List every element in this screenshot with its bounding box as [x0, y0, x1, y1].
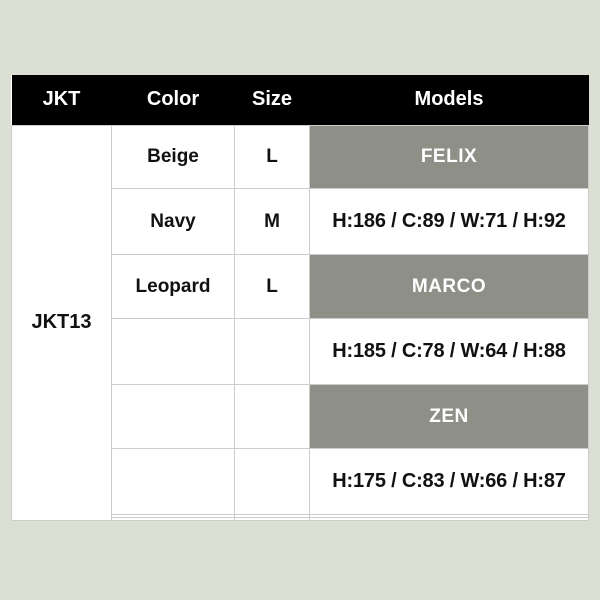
- color-cell: [111, 448, 235, 516]
- table-row: Leopard L MARCO: [12, 254, 589, 320]
- table-header-row: JKT Color Size Models: [11, 75, 589, 125]
- measurements-cell: H:185 / C:78 / W:64 / H:88: [309, 318, 589, 386]
- table-row: H:175 / C:83 / W:66 / H:87: [12, 448, 589, 516]
- size-cell: [234, 448, 310, 516]
- header-jkt: JKT: [11, 75, 112, 125]
- table-row: H:185 / C:78 / W:64 / H:88: [12, 318, 589, 386]
- color-cell: Navy: [111, 188, 235, 256]
- color-cell: [111, 318, 235, 386]
- table-row: JKT13 Beige L FELIX: [11, 124, 589, 521]
- size-cell: [234, 517, 310, 521]
- model-name-cell: ZEN: [309, 384, 589, 450]
- color-cell: [111, 384, 235, 450]
- table-row: [12, 517, 589, 521]
- color-cell: Beige: [111, 124, 235, 190]
- empty-cell: [309, 517, 589, 521]
- header-size: Size: [234, 75, 310, 125]
- header-models: Models: [309, 75, 589, 125]
- size-cell: M: [234, 188, 310, 256]
- table-row: Navy M H:186 / C:89 / W:71 / H:92: [12, 188, 589, 256]
- color-cell: [111, 517, 235, 521]
- size-cell: L: [234, 124, 310, 190]
- size-chart-table: JKT Color Size Models JKT13 Beige L FELI…: [11, 75, 589, 521]
- jkt-code-cell: JKT13: [11, 124, 112, 521]
- measurements-cell: H:186 / C:89 / W:71 / H:92: [309, 188, 589, 256]
- model-name-cell: MARCO: [309, 254, 589, 320]
- model-name-cell: FELIX: [309, 124, 589, 190]
- size-cell: L: [234, 254, 310, 320]
- size-cell: [234, 318, 310, 386]
- measurements-cell: H:175 / C:83 / W:66 / H:87: [309, 448, 589, 516]
- color-cell: Leopard: [111, 254, 235, 320]
- size-cell: [234, 384, 310, 450]
- header-color: Color: [111, 75, 235, 125]
